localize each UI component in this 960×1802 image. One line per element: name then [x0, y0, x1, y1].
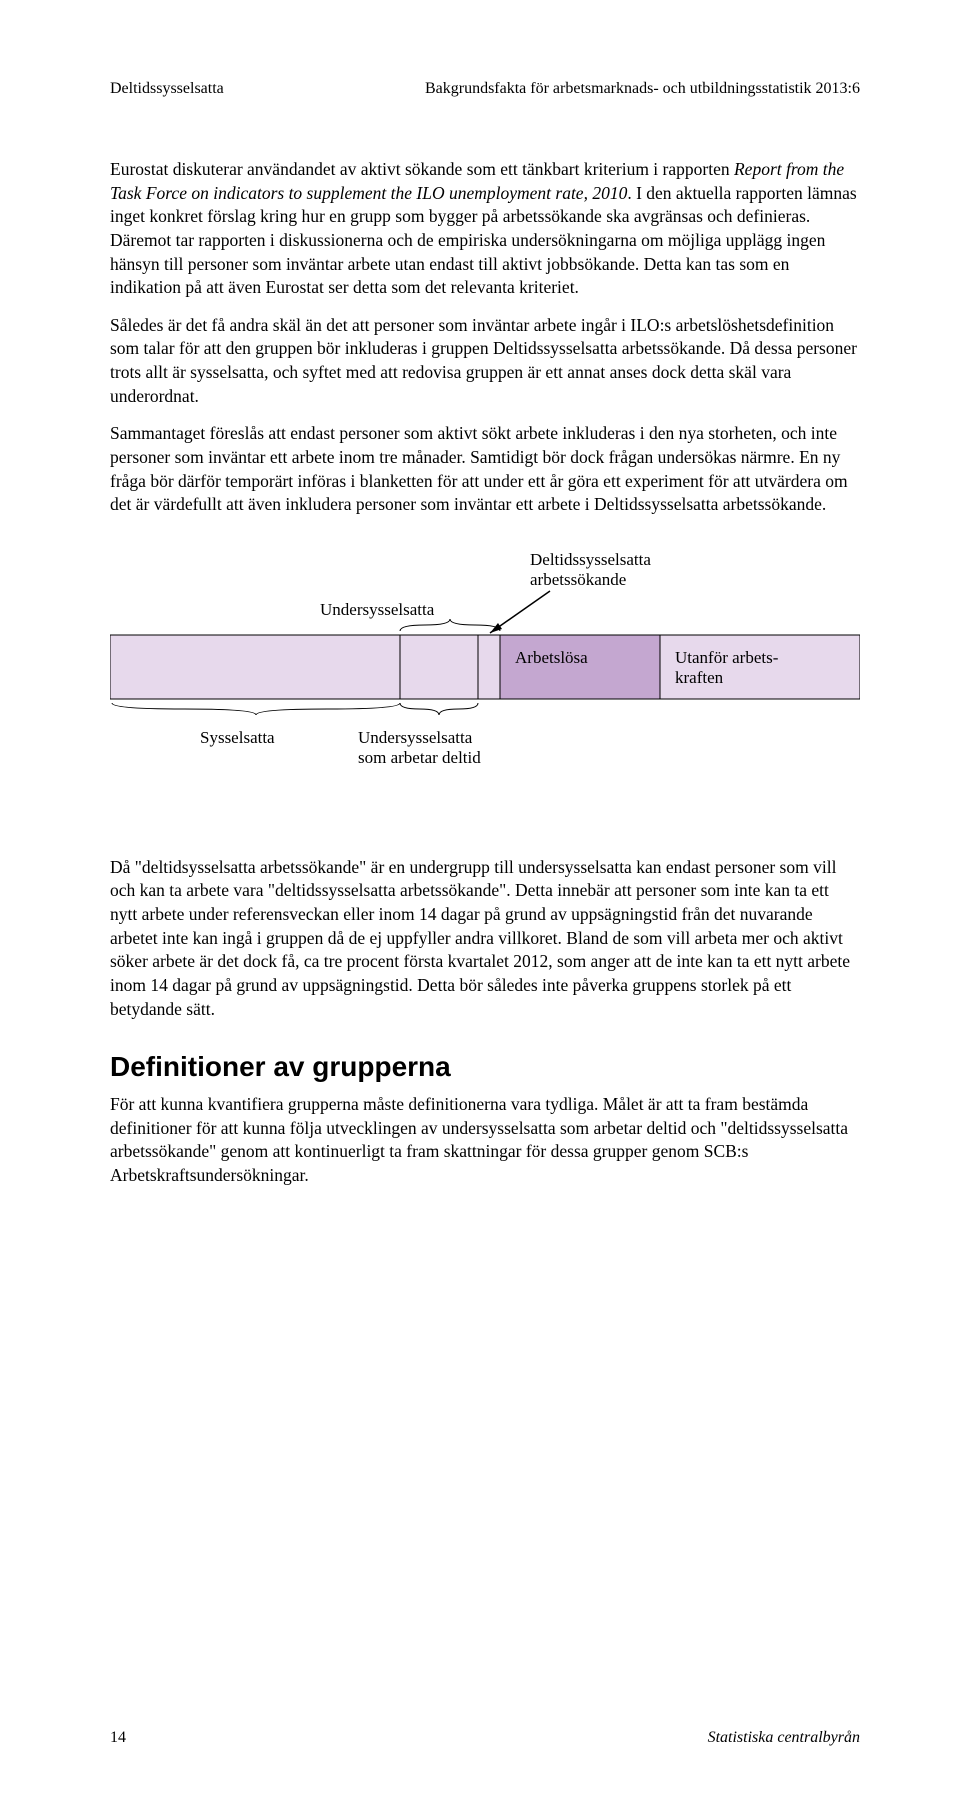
svg-text:Undersysselsatta: Undersysselsatta	[358, 728, 473, 747]
page-footer: 14 Statistiska centralbyrån	[110, 1729, 860, 1747]
diagram-svg: Arbetslösa Utanför arbets-kraften Undersys…	[110, 545, 860, 825]
svg-text:Undersysselsatta: Undersysselsatta	[320, 600, 435, 619]
svg-text:Sysselsatta: Sysselsatta	[200, 728, 275, 747]
labor-force-diagram: Arbetslösa Utanför arbets-kraften Undersys…	[110, 545, 860, 830]
page-header: Deltidssysselsatta Bakgrundsfakta för ar…	[110, 80, 860, 98]
svg-text:kraften: kraften	[675, 668, 724, 687]
paragraph-1: Eurostat diskuterar användandet av aktiv…	[110, 158, 860, 300]
svg-text:som arbetar deltid: som arbetar deltid	[358, 748, 481, 767]
svg-text:Deltidssysselsatta: Deltidssysselsatta	[530, 550, 651, 569]
header-right: Bakgrundsfakta för arbetsmarknads- och u…	[425, 80, 860, 98]
paragraph-2: Således är det få andra skäl än det att …	[110, 314, 860, 409]
footer-page-number: 14	[110, 1729, 126, 1747]
svg-text:Utanför arbets-: Utanför arbets-	[675, 648, 779, 667]
paragraph-3: Sammantaget föreslås att endast personer…	[110, 422, 860, 517]
paragraph-5: För att kunna kvantifiera grupperna måst…	[110, 1093, 860, 1188]
svg-text:arbetssökande: arbetssökande	[530, 570, 626, 589]
header-left: Deltidssysselsatta	[110, 80, 224, 98]
svg-text:Arbetslösa: Arbetslösa	[515, 648, 588, 667]
section-title-definitioner: Definitioner av grupperna	[110, 1051, 860, 1083]
paragraph-4: Då "deltidsysselsatta arbetssökande" är …	[110, 856, 860, 1021]
p1-part-a: Eurostat diskuterar användandet av aktiv…	[110, 159, 734, 179]
footer-publisher: Statistiska centralbyrån	[708, 1729, 860, 1747]
